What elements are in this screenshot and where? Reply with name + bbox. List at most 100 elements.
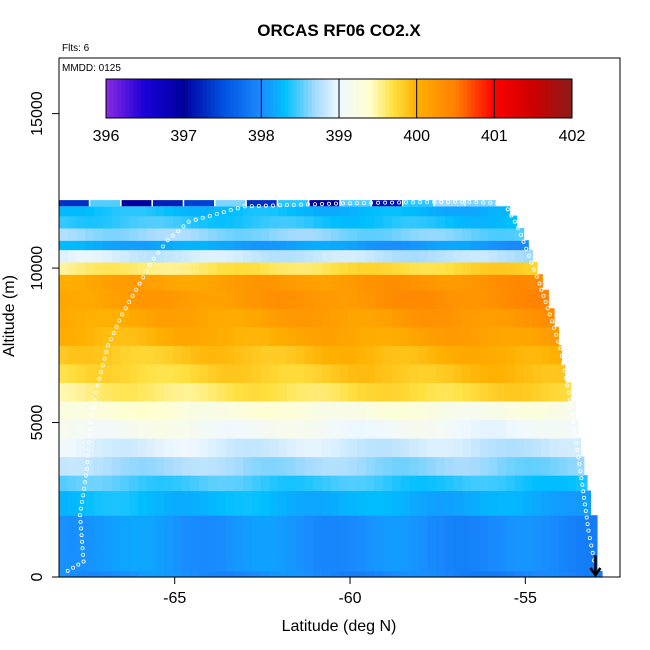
heatmap-cell xyxy=(462,261,472,275)
heatmap-cell xyxy=(339,206,349,217)
heatmap-cell xyxy=(295,570,306,578)
heatmap-cell xyxy=(181,475,192,492)
heatmap-cell xyxy=(286,308,297,328)
heatmap-cell xyxy=(278,227,288,241)
colorbar-segment xyxy=(152,79,157,118)
heatmap-cell xyxy=(137,456,148,476)
heatmap-cell xyxy=(85,570,95,578)
heatmap-cell xyxy=(374,456,384,476)
heatmap-cell xyxy=(269,249,279,263)
heatmap-cell xyxy=(374,382,384,402)
flight-track-point xyxy=(439,199,444,204)
flight-track-point xyxy=(85,460,90,465)
heatmap-cell xyxy=(286,570,297,578)
heatmap-cell xyxy=(304,345,314,365)
heatmap-cell xyxy=(453,475,463,492)
heatmap-cell xyxy=(470,437,481,458)
heatmap-cell xyxy=(541,419,551,439)
heatmap-cell xyxy=(67,215,78,229)
heatmap-cell xyxy=(444,456,455,476)
flight-track-point xyxy=(587,536,592,541)
heatmap-cell xyxy=(497,215,507,229)
heatmap-cell xyxy=(243,227,253,241)
heatmap-cell xyxy=(392,382,402,402)
colorbar-segment xyxy=(502,79,507,118)
heatmap-cell xyxy=(330,249,341,263)
heatmap-cell xyxy=(409,382,419,402)
heatmap-cell xyxy=(260,308,270,328)
heatmap-cell xyxy=(102,206,113,217)
heatmap-cell xyxy=(400,419,411,439)
flight-track-point xyxy=(583,508,588,513)
heatmap-cell xyxy=(365,308,376,328)
heatmap-cell xyxy=(260,326,270,346)
heatmap-cell xyxy=(313,227,323,241)
heatmap-cell xyxy=(321,515,332,572)
heatmap-cell xyxy=(313,382,323,402)
heatmap-cell xyxy=(470,206,481,217)
heatmap-cell xyxy=(208,240,218,251)
heatmap-cell xyxy=(488,419,498,439)
heatmap-cell xyxy=(409,308,419,328)
heatmap-cell xyxy=(348,363,358,383)
heatmap-cell xyxy=(137,240,148,251)
flight-track-point xyxy=(526,253,531,258)
flight-track-point xyxy=(355,201,360,206)
heatmap-cell xyxy=(462,570,472,578)
heatmap-cell xyxy=(251,240,262,251)
heatmap-cell xyxy=(295,400,306,421)
colorbar-segment xyxy=(389,79,394,118)
heatmap-cell xyxy=(348,382,358,402)
heatmap-cell xyxy=(67,345,78,365)
flight-track-point xyxy=(76,562,81,567)
heatmap-cell xyxy=(409,261,419,275)
heatmap-cell xyxy=(365,274,376,291)
heatmap-cell xyxy=(488,227,498,241)
heatmap-cell xyxy=(181,490,192,516)
heatmap-cell xyxy=(427,475,437,492)
heatmap-cell xyxy=(155,261,165,275)
colorbar-segment xyxy=(451,79,456,118)
heatmap-cell xyxy=(295,308,306,328)
heatmap-cell xyxy=(111,249,121,263)
heatmap-cell xyxy=(348,249,358,263)
heatmap-cell xyxy=(514,261,525,275)
heatmap-cell xyxy=(427,570,437,578)
heatmap-cell xyxy=(418,382,428,402)
heatmap-cell xyxy=(357,240,367,251)
heatmap-cell xyxy=(234,206,244,217)
heatmap-cell xyxy=(418,227,428,241)
heatmap-cell xyxy=(269,308,279,328)
colorbar-segment xyxy=(307,79,313,118)
heatmap-cell xyxy=(111,363,121,383)
heatmap-cell xyxy=(523,345,533,365)
heatmap-cell xyxy=(102,274,113,291)
heatmap-cell xyxy=(102,515,113,572)
heatmap-cell xyxy=(365,249,376,263)
heatmap-cell xyxy=(181,326,192,346)
colorbar-segment xyxy=(459,79,464,118)
heatmap-top-cell xyxy=(121,200,152,207)
heatmap-cell xyxy=(208,206,218,217)
heatmap-cell xyxy=(365,515,376,572)
heatmap-cell xyxy=(339,289,349,309)
flight-track-point xyxy=(156,250,161,255)
heatmap-cell xyxy=(102,215,113,229)
heatmap-cell xyxy=(348,345,358,365)
colorbar-segment xyxy=(125,79,130,118)
heatmap-cell xyxy=(199,437,209,458)
heatmap-cell xyxy=(357,400,367,421)
flight-track-point xyxy=(200,215,205,220)
flight-track-point xyxy=(577,462,582,467)
heatmap-cell xyxy=(67,437,78,458)
heatmap-cell xyxy=(488,249,498,263)
colorbar-segment xyxy=(424,79,429,118)
colorbar-tick-label: 396 xyxy=(93,128,120,145)
heatmap-cell xyxy=(295,475,306,492)
heatmap-cell xyxy=(427,382,437,402)
heatmap-cell xyxy=(357,382,367,402)
heatmap-cell xyxy=(506,289,516,309)
heatmap-cell xyxy=(155,419,165,439)
heatmap-cell xyxy=(488,326,498,346)
heatmap-cell xyxy=(357,475,367,492)
